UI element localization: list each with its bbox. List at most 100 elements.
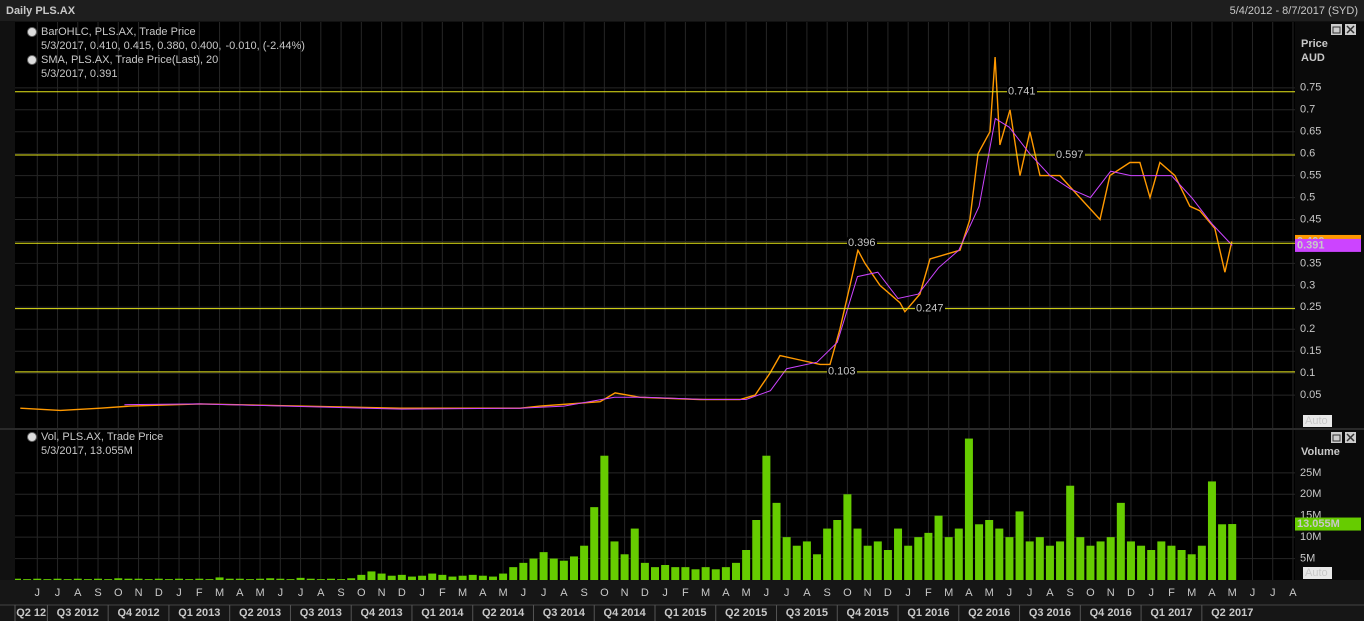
legend-icon[interactable] <box>27 55 37 65</box>
volume-bar <box>640 562 649 580</box>
volume-bar <box>802 541 811 580</box>
scale-button-label[interactable]: Auto <box>1305 567 1328 579</box>
volume-bar <box>114 578 123 580</box>
volume-window-buttons[interactable] <box>1331 432 1356 443</box>
volume-bar <box>94 578 103 580</box>
price-window-buttons[interactable] <box>1331 24 1356 35</box>
y-tick-label: 0.6 <box>1300 148 1315 160</box>
volume-bar <box>559 560 568 580</box>
x-tick-label: J <box>1148 587 1154 599</box>
volume-bar <box>539 552 548 580</box>
quarter-label: Q4 2016 <box>1090 607 1132 619</box>
volume-bar <box>1116 502 1125 580</box>
x-tick-label: J <box>1007 587 1013 599</box>
scale-button-label[interactable]: Auto <box>1305 415 1328 427</box>
volume-bar <box>347 578 356 580</box>
volume-bar <box>215 577 224 580</box>
x-tick-label: S <box>580 587 587 599</box>
volume-bar <box>883 550 892 580</box>
quarter-label: Q2 2015 <box>725 607 767 619</box>
x-tick-label: J <box>1270 587 1276 599</box>
volume-bar <box>1025 541 1034 580</box>
level-label-bg <box>1055 148 1085 161</box>
x-tick-label: M <box>1228 587 1237 599</box>
volume-bar <box>600 455 609 580</box>
y-tick-label: 0.35 <box>1300 257 1321 269</box>
volume-bar <box>1187 554 1196 580</box>
volume-axis-area <box>1295 430 1364 580</box>
volume-bar <box>975 524 984 580</box>
volume-bar <box>1157 541 1166 580</box>
level-label: 0.741 <box>1008 86 1036 98</box>
volume-bar <box>124 578 133 580</box>
legend-change: -0.010, (-2.44%) <box>225 40 304 52</box>
volume-bar <box>185 579 194 580</box>
volume-bar <box>529 558 538 580</box>
volume-bar <box>316 579 325 580</box>
quarter-label: Q1 2014 <box>421 607 464 619</box>
quarter-label: Q4 2014 <box>604 607 647 619</box>
window-title: Daily PLS.AX <box>6 5 76 17</box>
volume-bar <box>144 579 153 580</box>
volume-bar <box>407 576 416 580</box>
quarter-label: Q1 2017 <box>1150 607 1192 619</box>
volume-bar <box>954 528 963 580</box>
volume-bar <box>53 578 62 580</box>
y-tick-label: 0.1 <box>1300 367 1315 379</box>
quarter-label: Q4 2012 <box>117 607 159 619</box>
restore-button[interactable] <box>1331 24 1342 35</box>
x-tick-label: J <box>905 587 911 599</box>
last-value-box <box>1295 238 1361 252</box>
quarter-label: Q2 2017 <box>1211 607 1253 619</box>
quarter-label: Q1 2013 <box>178 607 220 619</box>
last-value-box <box>1295 517 1361 531</box>
volume-bar <box>1045 545 1054 580</box>
x-tick-label: J <box>419 587 425 599</box>
volume-bar <box>711 569 720 580</box>
x-tick-label: F <box>682 587 689 599</box>
volume-bar <box>610 541 619 580</box>
scale-button[interactable] <box>1303 415 1332 427</box>
volume-bar <box>813 554 822 580</box>
x-tick-label: M <box>742 587 751 599</box>
volume-bar <box>357 574 366 580</box>
y-tick-label: 0.75 <box>1300 82 1321 94</box>
volume-bar <box>651 567 659 580</box>
x-tick-label: J <box>1250 587 1256 599</box>
volume-bar <box>458 575 467 580</box>
y-tick-label: 0.25 <box>1300 301 1321 313</box>
volume-bar <box>468 574 477 580</box>
x-tick-label: A <box>1046 587 1054 599</box>
volume-bar <box>438 574 447 580</box>
legend-icon[interactable] <box>27 27 37 37</box>
x-tick-label: O <box>114 587 123 599</box>
volume-bar <box>337 579 346 580</box>
axis-title: Price <box>1301 38 1328 50</box>
volume-bar <box>580 545 589 580</box>
volume-bar <box>499 573 508 580</box>
x-tick-label: N <box>621 587 629 599</box>
volume-bar <box>306 578 315 580</box>
last-value-label: 13.055M <box>1297 518 1340 530</box>
volume-bar <box>286 579 295 580</box>
x-tick-label: J <box>662 587 668 599</box>
x-tick-label: N <box>864 587 872 599</box>
legend-detail: 5/3/2017, 0.391 <box>41 68 117 80</box>
time-axis-area <box>0 580 1364 621</box>
restore-button[interactable] <box>1331 432 1342 443</box>
quarter-label: Q2 12 <box>16 607 46 619</box>
x-tick-label: S <box>94 587 101 599</box>
volume-bar <box>782 537 791 580</box>
x-tick-label: A <box>803 587 811 599</box>
volume-bar <box>914 537 923 580</box>
y-tick-label: 0.2 <box>1300 323 1315 335</box>
scale-button[interactable] <box>1303 567 1332 579</box>
volume-bar <box>1066 485 1075 580</box>
level-label: 0.247 <box>916 303 944 315</box>
volume-bar <box>995 528 1004 580</box>
volume-bar <box>519 562 528 580</box>
legend-icon[interactable] <box>27 432 37 442</box>
volume-bar <box>742 550 751 580</box>
volume-bar <box>205 579 214 580</box>
level-label-bg <box>915 302 945 315</box>
